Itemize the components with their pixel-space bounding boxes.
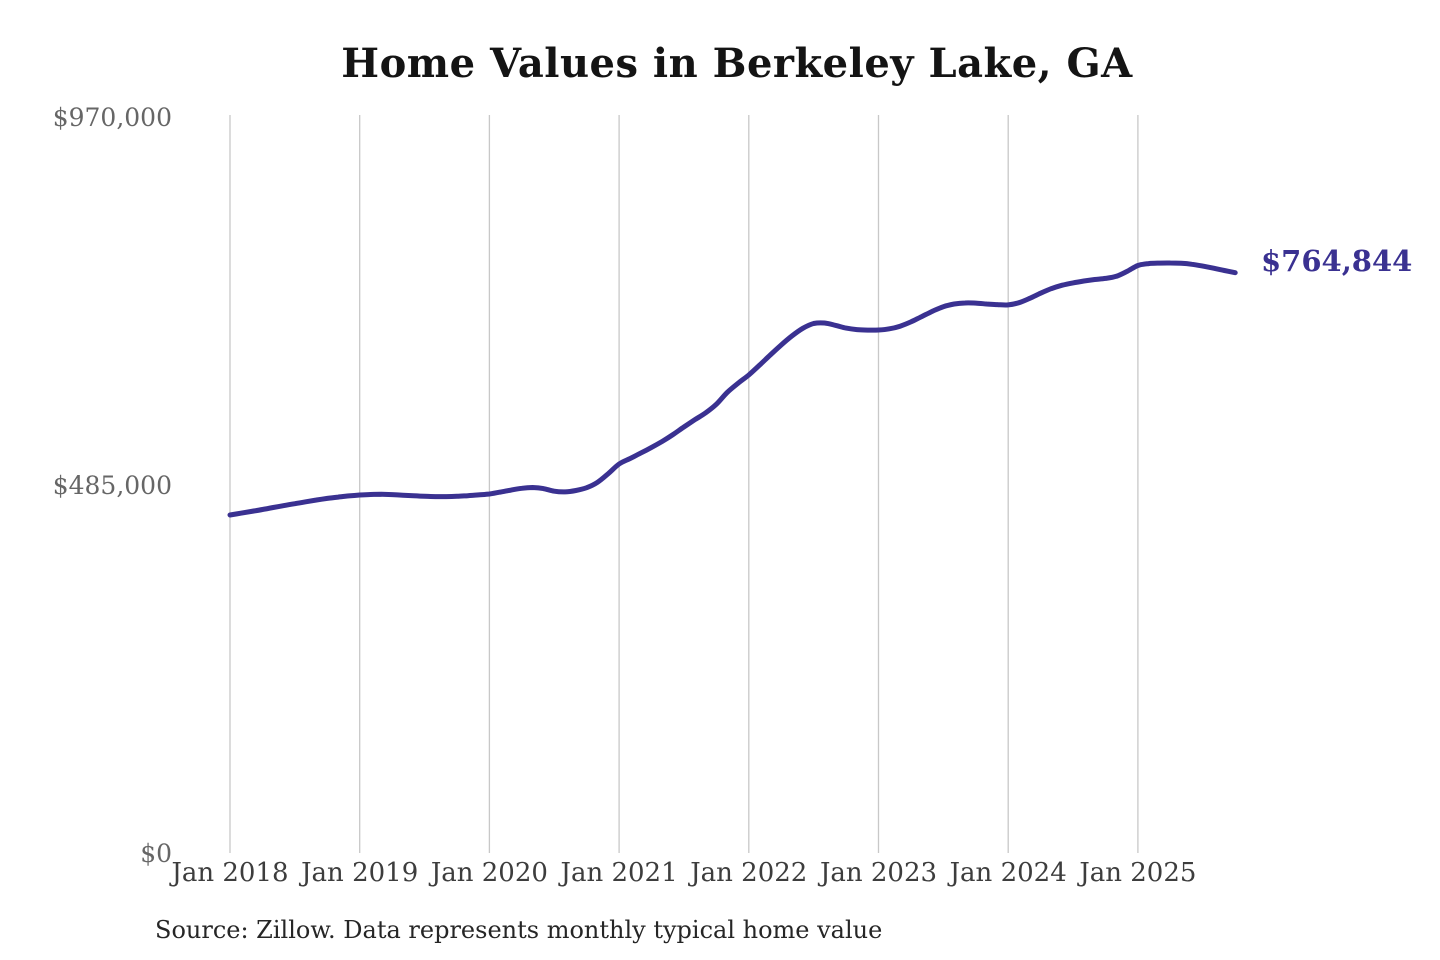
y-tick-label: $485,000 xyxy=(52,471,172,500)
source-note: Source: Zillow. Data represents monthly … xyxy=(155,916,883,944)
x-tick-label: Jan 2021 xyxy=(560,858,678,888)
x-tick-label: Jan 2024 xyxy=(949,858,1067,888)
latest-value-label: $764,844 xyxy=(1261,244,1413,278)
home-value-line xyxy=(227,260,1238,518)
x-tick-label: Jan 2025 xyxy=(1079,858,1197,888)
chart-title: Home Values in Berkeley Lake, GA xyxy=(341,40,1133,87)
x-tick-label: Jan 2022 xyxy=(690,858,808,888)
x-tick-label: Jan 2023 xyxy=(819,858,938,888)
x-tick-label: Jan 2020 xyxy=(430,858,548,888)
y-tick-label: $0 xyxy=(140,839,172,868)
y-tick-label: $970,000 xyxy=(52,103,172,132)
x-tick-label: Jan 2018 xyxy=(171,858,289,888)
x-tick-label: Jan 2019 xyxy=(301,858,419,888)
